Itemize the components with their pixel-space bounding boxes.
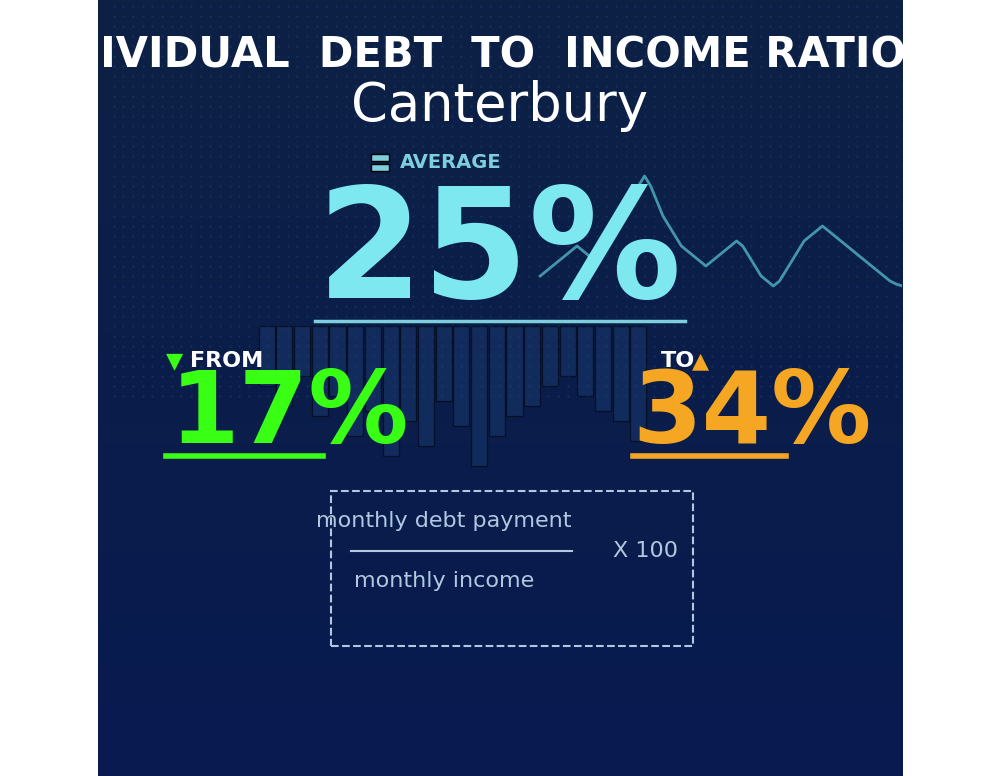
FancyBboxPatch shape (506, 326, 523, 416)
FancyBboxPatch shape (383, 326, 399, 456)
FancyBboxPatch shape (560, 326, 576, 376)
Text: 17%: 17% (170, 368, 410, 465)
FancyBboxPatch shape (365, 326, 381, 411)
Text: AVERAGE: AVERAGE (399, 154, 501, 172)
FancyBboxPatch shape (489, 326, 505, 436)
Text: X 100: X 100 (613, 541, 678, 561)
FancyBboxPatch shape (595, 326, 611, 411)
Text: Canterbury: Canterbury (351, 80, 649, 132)
Text: ▼: ▼ (166, 351, 183, 371)
Text: FROM: FROM (190, 351, 264, 371)
FancyBboxPatch shape (276, 326, 292, 406)
Text: TO: TO (661, 351, 695, 371)
FancyBboxPatch shape (371, 164, 389, 171)
Text: 34%: 34% (633, 368, 872, 465)
FancyBboxPatch shape (329, 326, 346, 396)
FancyBboxPatch shape (418, 326, 434, 446)
FancyBboxPatch shape (613, 326, 629, 421)
FancyBboxPatch shape (259, 326, 275, 386)
FancyBboxPatch shape (453, 326, 469, 426)
FancyBboxPatch shape (400, 326, 416, 421)
FancyBboxPatch shape (347, 326, 363, 436)
Text: monthly debt payment: monthly debt payment (316, 511, 571, 531)
Text: 25%: 25% (317, 182, 683, 331)
Text: ▲: ▲ (691, 351, 709, 371)
Text: monthly income: monthly income (354, 571, 534, 591)
FancyBboxPatch shape (524, 326, 540, 406)
FancyBboxPatch shape (371, 154, 389, 161)
FancyBboxPatch shape (542, 326, 558, 386)
FancyBboxPatch shape (294, 326, 310, 376)
FancyBboxPatch shape (630, 326, 646, 441)
FancyBboxPatch shape (577, 326, 593, 396)
FancyBboxPatch shape (471, 326, 487, 466)
FancyBboxPatch shape (312, 326, 328, 416)
FancyBboxPatch shape (436, 326, 452, 401)
Text: INDIVIDUAL  DEBT  TO  INCOME RATIO  IN: INDIVIDUAL DEBT TO INCOME RATIO IN (15, 35, 985, 77)
